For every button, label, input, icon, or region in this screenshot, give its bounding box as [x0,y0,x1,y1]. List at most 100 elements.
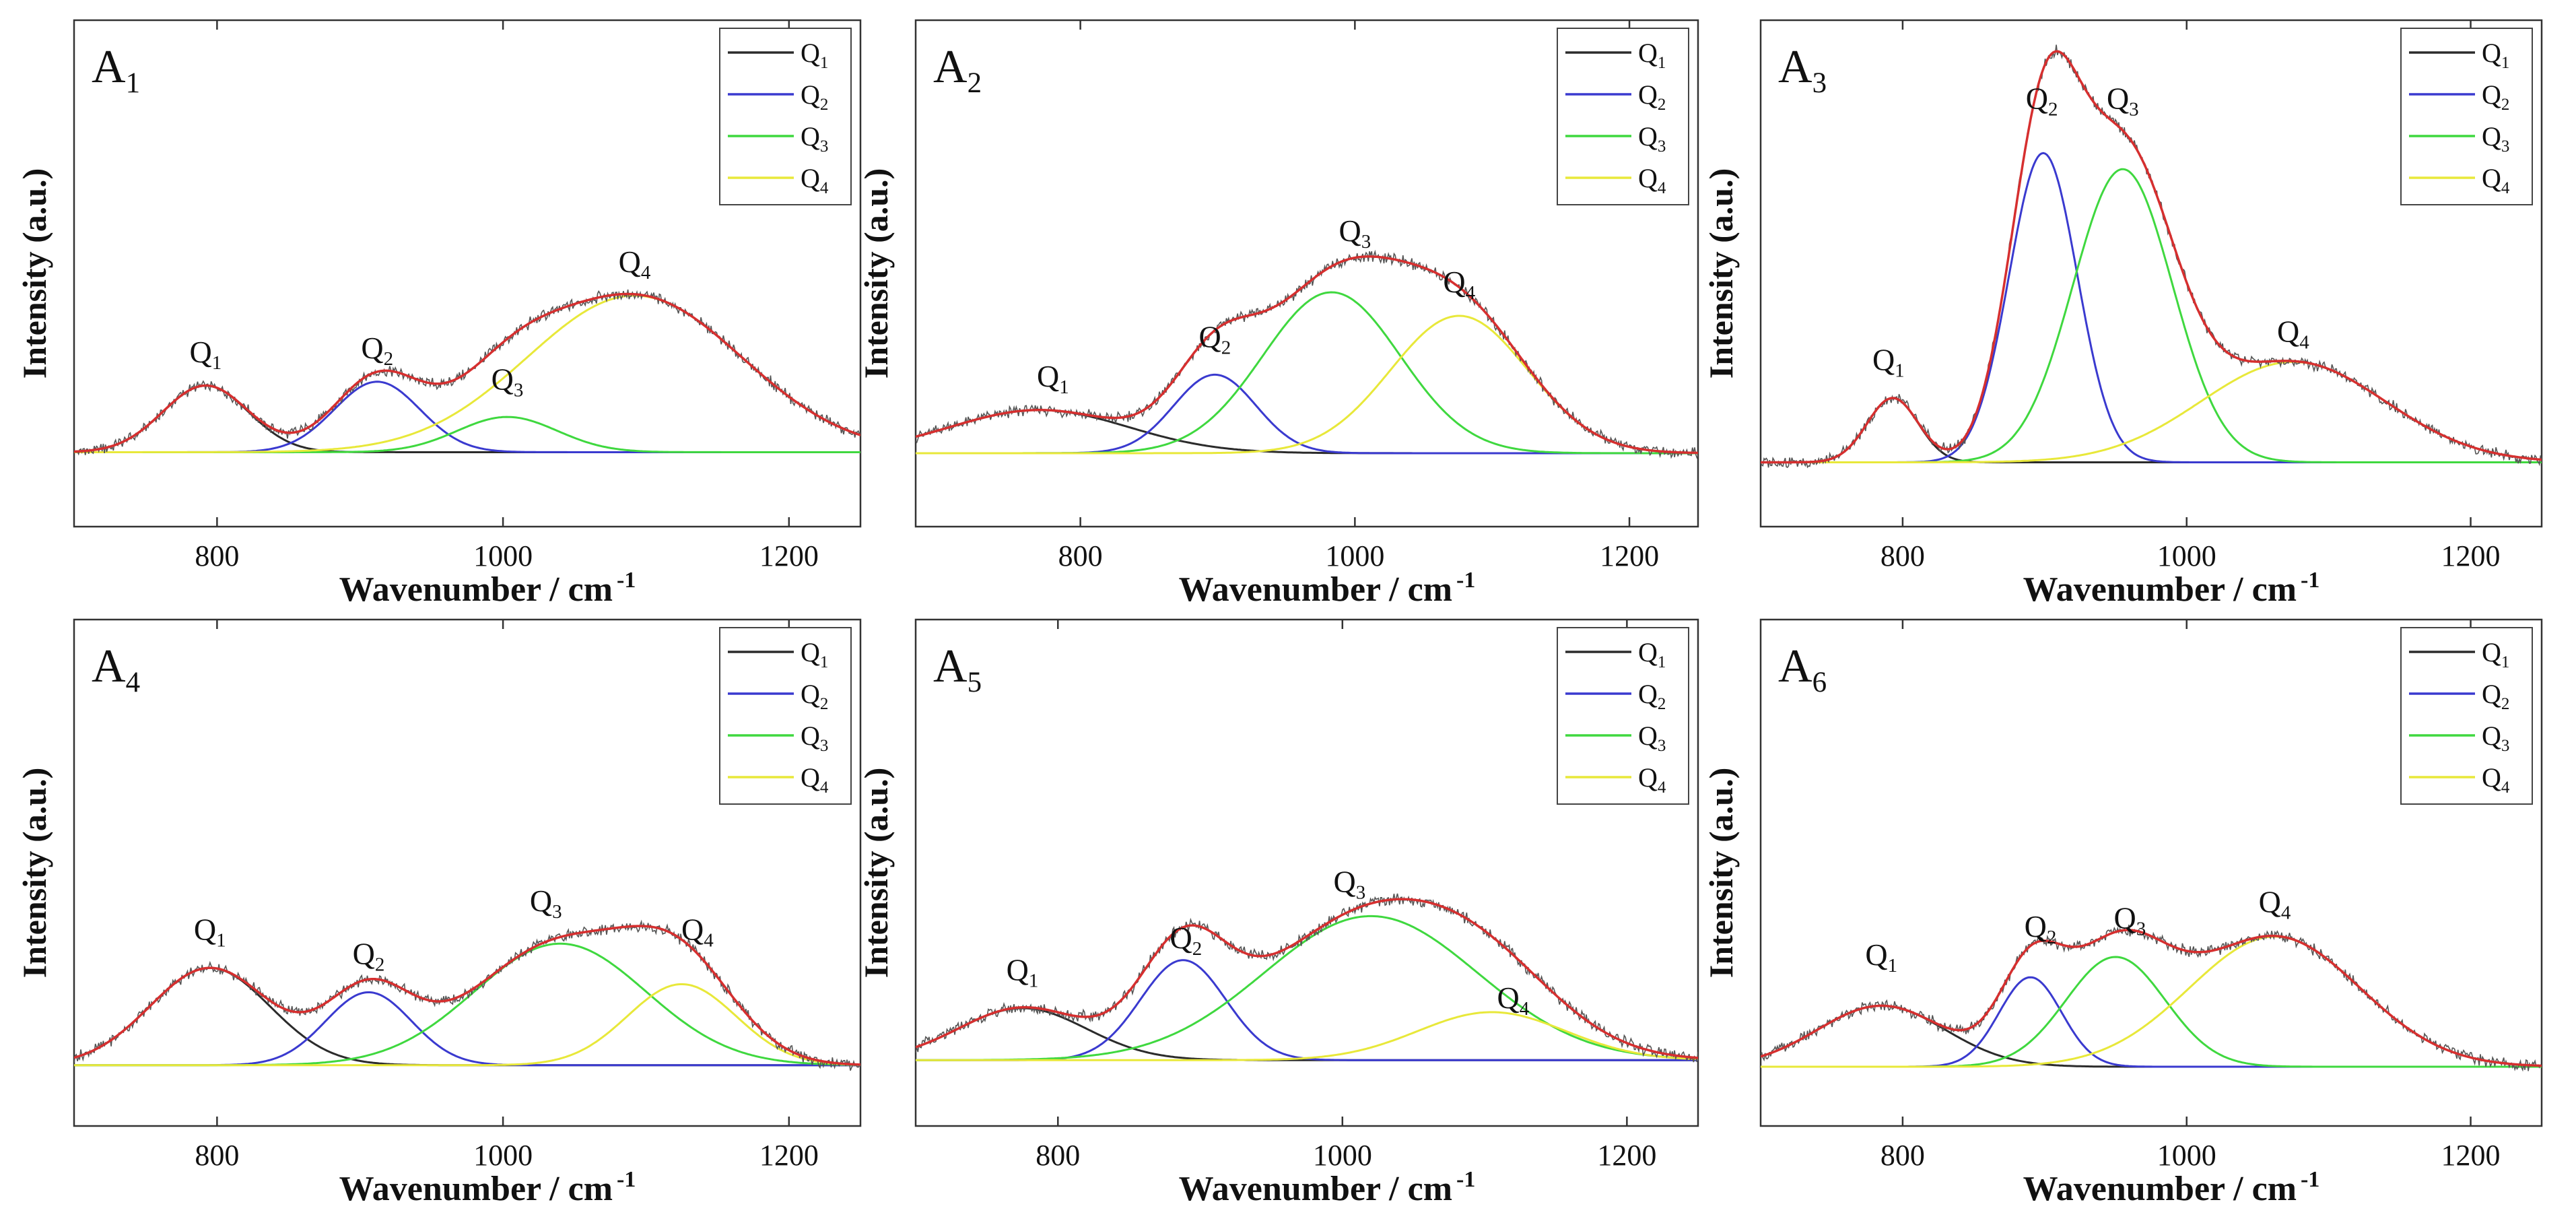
component-curve-q4 [74,294,860,453]
x-tick-label: 1200 [759,539,819,572]
peak-label-q2: Q2 [2026,81,2058,121]
x-axis-label: Wavenumber / cm -1 [339,568,636,609]
legend-label-q3: Q3 [2482,721,2509,755]
x-tick-label: 1200 [759,1139,819,1172]
legend-box [2400,627,2533,805]
y-axis-label: Intensity (a.u.) [857,768,895,979]
legend-box [719,627,852,805]
x-axis-label: Wavenumber / cm -1 [2023,1167,2320,1208]
y-axis-label: Intensity (a.u.) [15,768,53,979]
chart-panel-a5: 800 1000 1200 Wavenumber / cm -1 Intensity (a… [857,618,1699,1208]
panel-title: A5 [933,640,982,698]
legend-label-q3: Q3 [2482,121,2509,156]
legend-label-q3: Q3 [801,121,828,156]
plot-frame [1759,19,2543,528]
legend-label-q4: Q4 [1638,762,1666,797]
x-tick-label: 1000 [1325,539,1384,572]
legend-box [1557,627,1689,805]
legend-label-q4: Q4 [1638,163,1666,197]
chart-panel-a4: 800 1000 1200 Wavenumber / cm -1 Intensity (a… [15,618,862,1208]
legend-label-q1: Q1 [2482,637,2509,671]
legend-label-q3: Q3 [1638,121,1666,156]
fitted-envelope [74,292,860,453]
component-curve-q3 [1761,168,2542,463]
peak-label-q1: Q1 [1865,937,1897,976]
peak-label-q4: Q4 [1497,981,1529,1020]
plot-frame [1759,618,2543,1127]
chart-panel-a1: 800 1000 1200 Wavenumber / cm -1 Intensity (a… [15,19,862,609]
peak-label-q1: Q1 [194,912,226,951]
legend: Q1 Q2 Q3 Q4 [2400,28,2533,205]
legend-label-q1: Q1 [1638,637,1666,671]
panel-title: A3 [1778,41,1827,99]
plot-frame [914,618,1699,1127]
panel-title: A4 [92,640,140,698]
x-tick-label: 800 [195,539,239,572]
raw-spectrum [916,249,1698,459]
y-axis-label: Intensity (a.u.) [15,168,53,379]
x-axis-label: Wavenumber / cm -1 [1179,1167,1476,1208]
peak-label-q3: Q3 [1334,865,1366,904]
component-curve-q4 [916,1011,1698,1061]
chart-panel-a2: 800 1000 1200 Wavenumber / cm -1 Intensity (a… [857,19,1699,609]
x-tick-label: 1200 [2441,539,2501,572]
component-curve-q4 [74,983,860,1067]
component-curve-q2 [74,380,860,453]
x-tick-label: 800 [1058,539,1103,572]
legend: Q1 Q2 Q3 Q4 [1557,28,1689,205]
legend-label-q3: Q3 [801,721,828,755]
peak-label-q4: Q4 [2259,885,2291,924]
component-curve-q1 [74,385,860,453]
component-curve-q3 [916,291,1698,455]
x-tick-label: 1000 [2157,539,2216,572]
legend-label-q4: Q4 [2482,762,2510,797]
x-axis-label: Wavenumber / cm -1 [2023,568,2320,609]
plot-frame [914,19,1699,528]
x-tick-label: 1000 [473,539,533,572]
legend-label-q2: Q2 [2482,679,2509,713]
peak-label-q2: Q2 [361,331,393,370]
legend: Q1 Q2 Q3 Q4 [2400,627,2533,805]
y-axis-label: Intensity (a.u.) [1702,768,1740,979]
peak-label-q3: Q3 [2107,81,2139,121]
legend-label-q2: Q2 [801,679,828,713]
legend: Q1 Q2 Q3 Q4 [719,28,852,205]
x-tick-label: 800 [1880,539,1925,572]
legend-label-q1: Q1 [1638,38,1666,72]
peak-label-q4: Q4 [1443,265,1475,304]
peak-label-q3: Q3 [530,884,562,923]
legend-box [1557,28,1689,205]
component-curve-q4 [1761,360,2542,463]
legend-label-q3: Q3 [1638,721,1666,755]
x-tick-label: 1000 [2157,1139,2216,1172]
legend: Q1 Q2 Q3 Q4 [1557,627,1689,805]
legend-label-q4: Q4 [801,762,829,797]
legend-label-q1: Q1 [801,38,828,72]
peak-label-q1: Q1 [1872,342,1905,381]
fitted-envelope [1761,50,2542,464]
fitted-envelope [1761,929,2542,1067]
peak-label-q4: Q4 [681,912,714,951]
fitted-envelope [916,255,1698,455]
legend: Q1 Q2 Q3 Q4 [719,627,852,805]
peak-label-q4: Q4 [2277,314,2309,354]
component-curve-q2 [74,991,860,1067]
peak-label-q2: Q2 [1170,921,1202,960]
legend-label-q1: Q1 [2482,38,2509,72]
x-tick-label: 800 [1036,1139,1080,1172]
panel-title: A2 [933,41,982,99]
peak-label-q3: Q3 [1338,213,1371,253]
legend-label-q4: Q4 [801,163,829,197]
x-axis-label: Wavenumber / cm -1 [339,1167,636,1208]
peak-label-q3: Q3 [492,362,524,401]
legend-label-q2: Q2 [1638,79,1666,114]
peak-label-q4: Q4 [619,244,651,284]
peak-label-q2: Q2 [1199,320,1231,359]
y-axis-label: Intensity (a.u.) [857,168,895,379]
x-tick-label: 800 [195,1139,239,1172]
fitted-envelope [916,898,1698,1059]
raw-spectrum [74,919,860,1071]
legend-label-q1: Q1 [801,637,828,671]
legend-label-q2: Q2 [1638,679,1666,713]
